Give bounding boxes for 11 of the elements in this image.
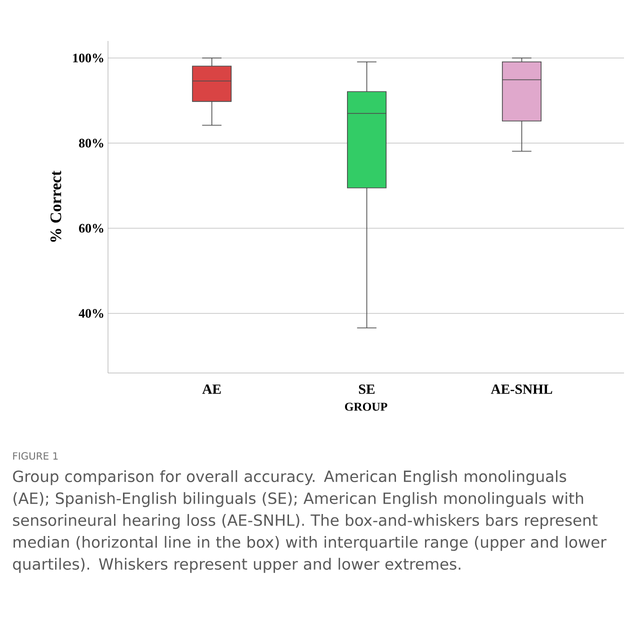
x-tick-label: SE (359, 384, 375, 394)
y-tick-label: 40% (78, 309, 104, 318)
x-tick-label: AE (202, 384, 221, 394)
y-axis-title: % Correct (50, 170, 62, 242)
y-tick-label: 80% (79, 138, 104, 148)
x-tick-label: AE-SNHL (490, 384, 552, 394)
y-tick-label: 100% (73, 54, 104, 62)
caption: FIGURE 1 (13, 452, 58, 460)
text: Group comparison for overall accuracy. American English monolinguals (AE); Spanish-English bilinguals (SE); American English monolinguals with sensorineural hearing loss (AE-SNHL). The box-and-whiskers bars represent median (horizontal line in the box) with interquartile range (upper and lower quartiles). Whiskers represent upper and lower extremes. (13, 470, 606, 573)
x-axis-title: GROUP (344, 402, 388, 411)
y-tick-label: 60% (79, 224, 104, 233)
